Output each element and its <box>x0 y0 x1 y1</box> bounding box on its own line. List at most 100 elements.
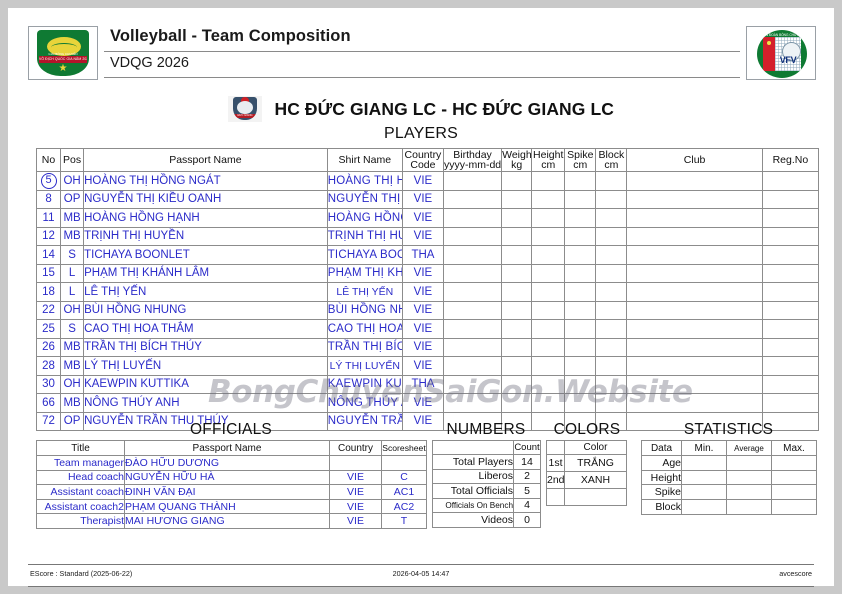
player-club <box>626 319 763 339</box>
official-country: VIE <box>329 469 382 486</box>
player-birthday <box>442 319 503 339</box>
player-country-code: VIE <box>401 189 444 209</box>
numbers-label: Total Officials <box>432 483 514 499</box>
official-row[interactable]: Assistant coach2 PHẠM QUANG THÀNH VIE AC2 <box>36 498 427 515</box>
player-birthday <box>442 226 503 246</box>
official-row[interactable]: Assistant coach ĐINH VĂN ĐẠI VIE AC1 <box>36 484 427 500</box>
col-regno: Reg.No <box>761 148 820 172</box>
player-birthday <box>442 282 503 302</box>
player-block <box>595 245 628 265</box>
officials-table: Title Passport Name Country Scoresheet T… <box>36 440 427 529</box>
player-club <box>626 337 763 357</box>
statistics-label: Age <box>641 455 682 471</box>
col-colors-color: Color <box>564 440 627 455</box>
player-passport-name: PHẠM THỊ KHÁNH LÂM <box>83 263 328 283</box>
player-number: 30 <box>35 374 62 394</box>
player-number: 28 <box>35 356 62 376</box>
player-regno <box>761 171 820 191</box>
official-scoresheet: C <box>381 469 427 486</box>
page-title: Volleyball - Team Composition <box>110 27 351 45</box>
official-passport-name: ĐÀO HỮU DƯƠNG <box>124 455 330 471</box>
player-height <box>531 245 566 265</box>
statistics-max <box>771 484 817 501</box>
col-club: Club <box>626 148 763 172</box>
player-number: 26 <box>35 337 62 357</box>
player-weight <box>501 245 533 265</box>
col-official-passport-name: Passport Name <box>124 440 330 456</box>
official-passport-name: NGUYỄN HỮU HÀ <box>124 469 330 486</box>
col-country-code: Country Code <box>401 148 444 172</box>
player-block <box>595 356 628 376</box>
colors-row[interactable]: 1st TRẮNG <box>546 454 627 472</box>
player-country-code: VIE <box>401 226 444 246</box>
player-weight <box>501 393 533 413</box>
statistics-max <box>771 455 817 471</box>
colors-row[interactable]: 2nd XANH <box>546 471 627 489</box>
col-stats-average: Average <box>726 440 772 456</box>
player-birthday <box>442 300 503 320</box>
player-spike <box>564 319 597 339</box>
statistics-label: Block <box>641 499 682 515</box>
official-row[interactable]: Head coach NGUYỄN HỮU HÀ VIE C <box>36 469 427 486</box>
player-passport-name: NGUYỄN TRẦN THU THÚY <box>83 411 328 431</box>
statistics-label: Height <box>641 469 682 486</box>
player-row[interactable]: 28 MB LÝ THỊ LUYẾN LÝ THỊ LUYẾN VIE <box>35 356 820 376</box>
col-block: Block cm <box>595 148 628 172</box>
player-number: 66 <box>35 393 62 413</box>
player-position: MB <box>60 226 85 246</box>
player-regno <box>761 374 820 394</box>
numbers-row: Total Officials 5 <box>432 483 541 499</box>
player-club <box>626 356 763 376</box>
player-country-code: VIE <box>401 171 444 191</box>
official-country: VIE <box>329 484 382 500</box>
player-position: MB <box>60 356 85 376</box>
player-shirt-name: PHẠM THỊ KHÁNH LÂM <box>326 263 403 283</box>
footer-software-version: EScore : Standard (2025-06-22) <box>30 569 133 578</box>
player-regno <box>761 319 820 339</box>
player-regno <box>761 245 820 265</box>
player-regno <box>761 282 820 302</box>
player-shirt-name: HOÀNG THỊ HỒNG NGÁT <box>326 171 403 191</box>
col-height: Height cm <box>531 148 566 172</box>
player-weight <box>501 300 533 320</box>
player-country-code: VIE <box>401 300 444 320</box>
official-row[interactable]: Therapist MAI HƯƠNG GIANG VIE T <box>36 513 427 529</box>
colors-table-container: Color 1st TRẮNG 2nd XANH <box>546 440 627 506</box>
player-passport-name: NÔNG THÚY ANH <box>83 393 328 413</box>
header-text-block: Volleyball - Team Composition VDQG 2026 <box>104 26 740 78</box>
player-shirt-name: NÔNG THÚY ANH <box>326 393 403 413</box>
player-number: 8 <box>35 189 62 209</box>
player-shirt-name: NGUYỄN TRẦN THU THÚY <box>326 411 403 431</box>
official-row[interactable]: Team manager ĐÀO HỮU DƯƠNG <box>36 455 427 471</box>
player-birthday <box>442 208 503 228</box>
official-country <box>329 455 382 471</box>
official-scoresheet: T <box>381 513 427 529</box>
duc-giang-team-logo: ĐỨC GIANG <box>228 96 262 122</box>
col-shirt-name: Shirt Name <box>326 148 403 172</box>
official-scoresheet: AC1 <box>381 484 427 500</box>
player-row[interactable]: 18 L LÊ THỊ YẾN LÊ THỊ YẾN VIE <box>35 282 820 302</box>
numbers-label: Total Players <box>432 454 514 470</box>
player-block <box>595 189 628 209</box>
statistics-average <box>726 499 772 515</box>
player-regno <box>761 356 820 376</box>
players-table-header-row: No Pos Passport Name Shirt Name Country C… <box>35 148 820 172</box>
colors-order-label: 1st <box>546 454 565 472</box>
player-club <box>626 171 763 191</box>
statistics-max <box>771 499 817 515</box>
player-spike <box>564 356 597 376</box>
statistics-table-header-row: Data Min. Average Max. <box>641 440 817 456</box>
colors-row[interactable] <box>546 488 627 506</box>
